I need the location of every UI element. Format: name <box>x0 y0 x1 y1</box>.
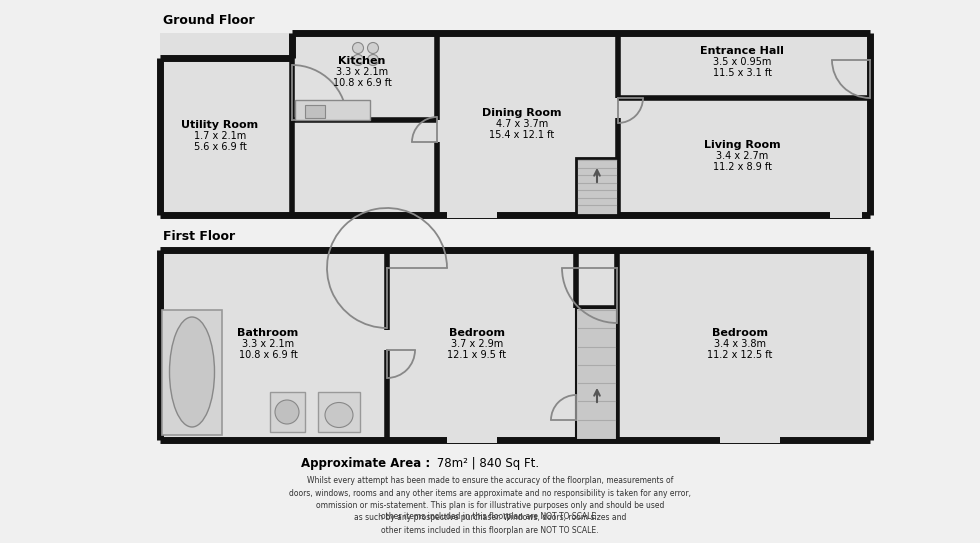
Text: 4.7 x 3.7m: 4.7 x 3.7m <box>496 119 548 129</box>
Text: Bedroom: Bedroom <box>449 328 505 338</box>
Bar <box>270 392 305 432</box>
Circle shape <box>353 54 364 66</box>
Text: 78m² | 840 Sq Ft.: 78m² | 840 Sq Ft. <box>433 458 539 470</box>
Bar <box>160 250 870 440</box>
Ellipse shape <box>170 317 215 427</box>
Text: Bathroom: Bathroom <box>237 328 299 338</box>
Text: Bedroom: Bedroom <box>712 328 768 338</box>
Bar <box>318 392 360 432</box>
Text: 3.3 x 2.1m: 3.3 x 2.1m <box>242 339 294 349</box>
Text: 11.2 x 8.9 ft: 11.2 x 8.9 ft <box>712 162 771 172</box>
Text: 3.3 x 2.1m: 3.3 x 2.1m <box>336 67 388 77</box>
Text: 15.4 x 12.1 ft: 15.4 x 12.1 ft <box>489 130 555 140</box>
Text: 3.7 x 2.9m: 3.7 x 2.9m <box>451 339 503 349</box>
Circle shape <box>368 54 378 66</box>
Bar <box>305 105 325 118</box>
Circle shape <box>368 42 378 54</box>
Bar <box>162 310 222 435</box>
Text: Whilst every attempt has been made to ensure the accuracy of the floorplan, meas: Whilst every attempt has been made to en… <box>289 476 691 535</box>
Text: Dining Room: Dining Room <box>482 108 562 118</box>
Circle shape <box>353 42 364 54</box>
Text: 10.8 x 6.9 ft: 10.8 x 6.9 ft <box>332 78 391 88</box>
Bar <box>295 100 370 120</box>
Bar <box>160 33 870 215</box>
Text: 12.1 x 9.5 ft: 12.1 x 9.5 ft <box>448 350 507 360</box>
Text: Kitchen: Kitchen <box>338 56 386 66</box>
Text: 11.2 x 12.5 ft: 11.2 x 12.5 ft <box>708 350 772 360</box>
Bar <box>576 158 618 215</box>
Text: Ground Floor: Ground Floor <box>163 14 255 27</box>
Bar <box>576 308 617 440</box>
Circle shape <box>275 400 299 424</box>
Text: First Floor: First Floor <box>163 230 235 243</box>
Text: 1.7 x 2.1m: 1.7 x 2.1m <box>194 131 246 141</box>
Text: 3.4 x 2.7m: 3.4 x 2.7m <box>715 151 768 161</box>
Bar <box>447 212 497 218</box>
Text: 10.8 x 6.9 ft: 10.8 x 6.9 ft <box>238 350 298 360</box>
Text: 3.5 x 0.95m: 3.5 x 0.95m <box>712 57 771 67</box>
Text: 5.6 x 6.9 ft: 5.6 x 6.9 ft <box>194 142 246 152</box>
Bar <box>830 212 862 218</box>
Bar <box>720 437 780 443</box>
Ellipse shape <box>325 402 353 427</box>
Text: 11.5 x 3.1 ft: 11.5 x 3.1 ft <box>712 68 771 78</box>
Text: Entrance Hall: Entrance Hall <box>700 46 784 56</box>
Bar <box>447 437 497 443</box>
Text: Approximate Area :: Approximate Area : <box>301 458 430 470</box>
Text: 3.4 x 3.8m: 3.4 x 3.8m <box>714 339 766 349</box>
Text: Living Room: Living Room <box>704 140 780 150</box>
Bar <box>160 58 292 215</box>
Text: Utility Room: Utility Room <box>181 120 259 130</box>
Text: other items included in this floorplan are NOT TO SCALE.: other items included in this floorplan a… <box>381 512 599 521</box>
